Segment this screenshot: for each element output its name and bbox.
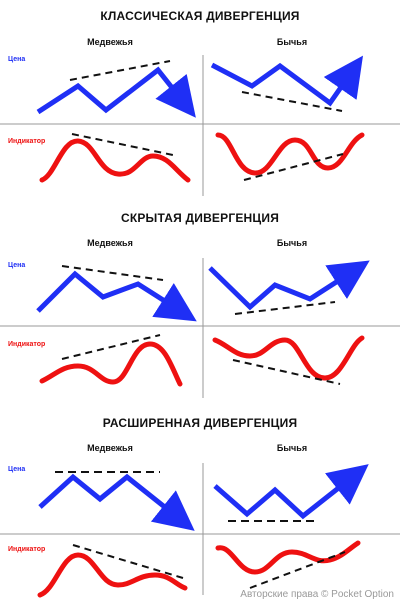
indicator-line (215, 132, 365, 176)
price-line (38, 473, 195, 531)
indicator-line (37, 552, 188, 598)
price-line (213, 464, 369, 520)
indicator-line (215, 540, 361, 575)
price-line (36, 66, 196, 118)
indicator-line (39, 341, 183, 387)
price-label: Цена (8, 56, 26, 63)
price-label: Цена (8, 466, 26, 473)
trend-line (243, 153, 344, 181)
grid-dividers (0, 55, 400, 595)
trend-line (234, 301, 336, 315)
column-title-bullish: Бычья (276, 443, 308, 453)
indicator-label: Индикатор (8, 546, 46, 553)
trend-line (241, 91, 343, 112)
price-line (36, 270, 197, 322)
column-title-bullish: Бычья (276, 238, 308, 248)
indicator-label: Индикатор (8, 341, 46, 348)
price-line (208, 260, 370, 311)
trend-line (61, 265, 164, 281)
copyright-watermark: Авторские права © Pocket Option (240, 589, 394, 600)
column-title-bullish: Бычья (276, 37, 308, 47)
section-title-hidden: СКРЫТАЯ ДИВЕРГЕНЦИЯ (120, 211, 280, 225)
indicator-line (39, 138, 191, 183)
section-title-extended: РАСШИРЕННАЯ ДИВЕРГЕНЦИЯ (102, 416, 298, 430)
trend-line (249, 551, 346, 589)
price-label: Цена (8, 262, 26, 269)
price-line (210, 55, 364, 107)
indicator-label: Индикатор (8, 138, 46, 145)
trend-line (71, 133, 174, 156)
column-title-bearish: Медвежья (87, 37, 133, 47)
indicator-line (212, 335, 365, 381)
section-title-classic: КЛАССИЧЕСКАЯ ДИВЕРГЕНЦИЯ (100, 9, 300, 23)
trend-line (69, 60, 171, 81)
column-title-bearish: Медвежья (87, 443, 133, 453)
column-title-bearish: Медвежья (87, 238, 133, 248)
trend-line (232, 359, 341, 385)
trend-line (61, 334, 161, 360)
